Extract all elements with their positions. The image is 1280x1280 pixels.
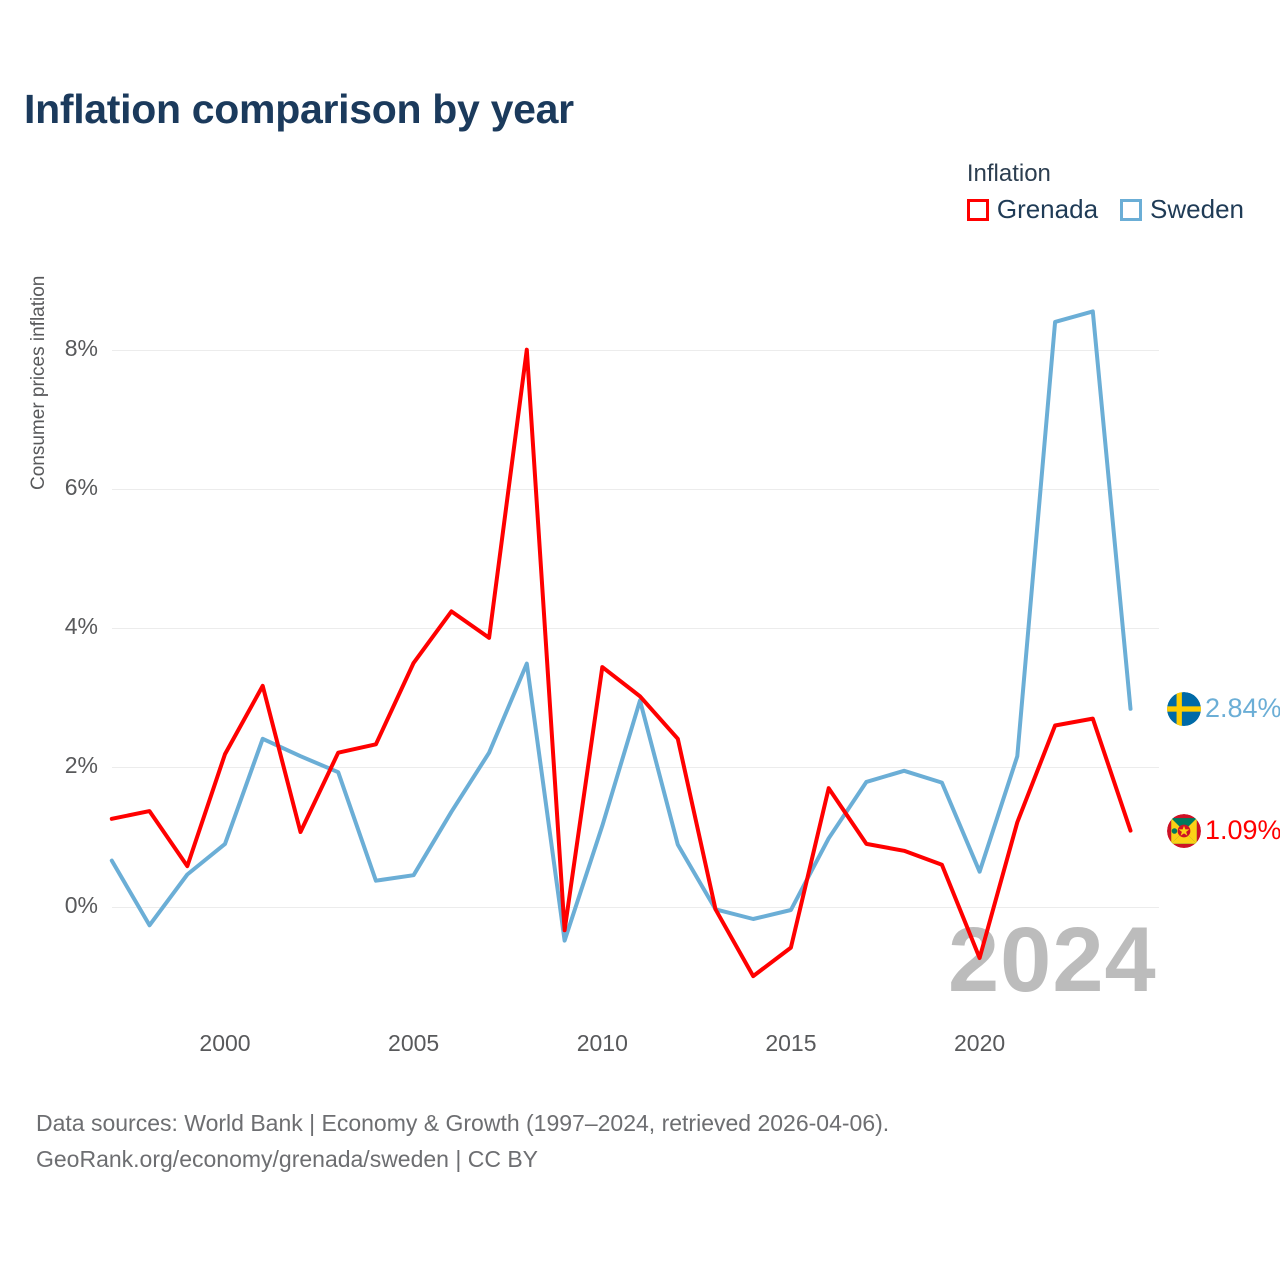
series-line-sweden: [109, 309, 1133, 943]
legend-swatch-sweden: [1120, 198, 1143, 221]
y-tick-4: 4%: [64, 613, 98, 640]
end-label-sweden-value: 2.84%: [1205, 693, 1280, 724]
series-line-grenada: [109, 347, 1133, 979]
x-tick-2005: 2005: [388, 1030, 440, 1056]
legend-label-sweden: Sweden: [1150, 194, 1244, 224]
end-label-grenada-value: 1.09%: [1205, 815, 1280, 846]
footer-line-1: Data sources: World Bank | Economy & Gro…: [36, 1110, 890, 1136]
end-label-sweden: 2.84%: [1167, 691, 1280, 726]
footer-line-2: GeoRank.org/economy/grenada/sweden | CC …: [36, 1145, 539, 1172]
x-tick-2015: 2015: [765, 1030, 817, 1056]
legend-item-sweden[interactable]: Sweden: [1120, 194, 1244, 225]
x-tick-2020: 2020: [954, 1030, 1006, 1056]
y-tick-0: 0%: [64, 891, 98, 918]
gridline-y-4: [112, 628, 1159, 630]
y-tick-6: 6%: [64, 473, 98, 500]
legend-label-grenada: Grenada: [996, 194, 1099, 224]
end-label-grenada: 1.09%: [1167, 813, 1280, 848]
gridline-y-6: [112, 488, 1159, 490]
x-tick-2010: 2010: [576, 1030, 628, 1056]
legend-swatch-grenada: [966, 198, 989, 221]
x-tick-2000: 2000: [199, 1030, 251, 1056]
chart-legend: Inflation Grenada Sweden: [966, 160, 1244, 225]
gridline-y-8: [112, 349, 1159, 351]
watermark-year: 2024: [948, 909, 1157, 1011]
gridline-y-2: [112, 767, 1159, 769]
y-tick-2: 2%: [64, 752, 98, 779]
footer-credits: Data sources: World Bank | Economy & Gro…: [36, 1106, 889, 1177]
legend-title: Inflation: [966, 160, 1051, 187]
sweden-flag-icon: [1167, 691, 1201, 726]
page-title: Inflation comparison by year: [24, 86, 574, 132]
y-tick-8: 8%: [64, 334, 98, 361]
y-axis-title: Consumer prices inflation: [28, 275, 49, 490]
grenada-flag-icon: [1167, 813, 1201, 848]
legend-item-grenada[interactable]: Grenada: [966, 194, 1099, 225]
